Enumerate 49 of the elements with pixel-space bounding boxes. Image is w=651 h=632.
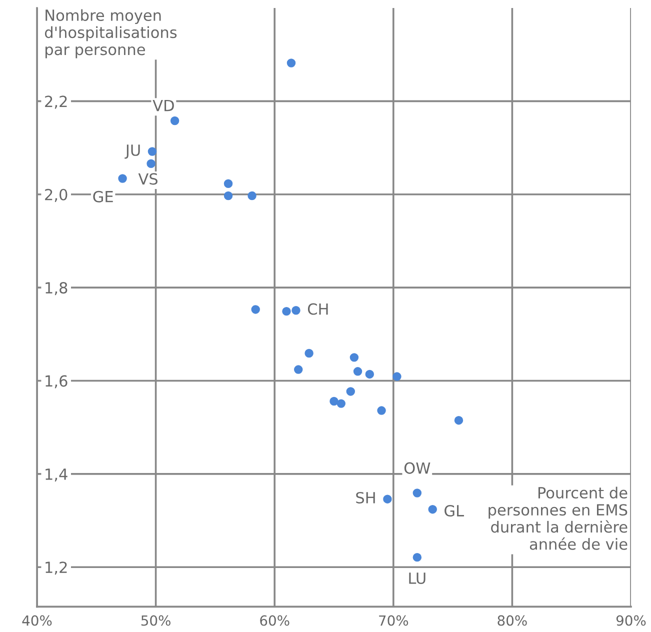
point: [294, 365, 303, 374]
annotation: OW: [404, 462, 430, 474]
annotation: JU: [124, 144, 140, 159]
x-tick-label: 50%: [141, 615, 170, 626]
point: [392, 372, 402, 381]
annotation: CH: [308, 303, 328, 315]
y-tick-label: 1,4: [46, 468, 68, 482]
y-tick-label: 1,8: [46, 282, 68, 296]
point: [148, 147, 157, 156]
x-axis-title: Pourcent de personnes en EMS durant la dernière année de vie: [488, 486, 628, 550]
point: [292, 306, 300, 315]
point: [330, 396, 338, 406]
y-tick-label: 1,2: [46, 562, 67, 575]
annotation: LU: [409, 572, 426, 584]
point: [118, 174, 127, 183]
annotation: GE: [93, 190, 113, 202]
x-tick-label: 80%: [498, 615, 527, 626]
point: [224, 179, 233, 188]
point: [336, 399, 346, 408]
y-tick-label: 2,0: [45, 188, 68, 202]
point: [353, 367, 362, 376]
point: [383, 494, 392, 504]
x-tick-label: 70%: [379, 615, 408, 626]
y-tick-label: 1,6: [46, 375, 68, 388]
point: [304, 348, 314, 358]
point: [251, 305, 260, 314]
point: [146, 159, 156, 168]
annotation: GL: [444, 504, 464, 517]
point: [365, 370, 374, 379]
point: [350, 353, 359, 362]
y-tick-label: 2,2: [45, 96, 67, 109]
annotation: SH: [356, 492, 375, 504]
point: [454, 416, 464, 425]
point: [412, 552, 422, 562]
annotation: VS: [138, 173, 158, 185]
point: [412, 488, 422, 498]
x-tick-label: 40%: [22, 615, 52, 626]
point: [224, 191, 233, 200]
x-tick-label: 90%: [616, 615, 646, 626]
point: [377, 406, 386, 415]
point: [346, 387, 355, 396]
y-axis-title: Nombre moyen d'hospitalisations par personne: [44, 9, 177, 58]
x-tick-label: 60%: [260, 615, 290, 626]
point: [170, 116, 180, 126]
annotation: VD: [152, 100, 174, 112]
point: [248, 191, 256, 200]
point: [286, 58, 296, 68]
point: [282, 306, 291, 316]
point: [428, 504, 437, 514]
